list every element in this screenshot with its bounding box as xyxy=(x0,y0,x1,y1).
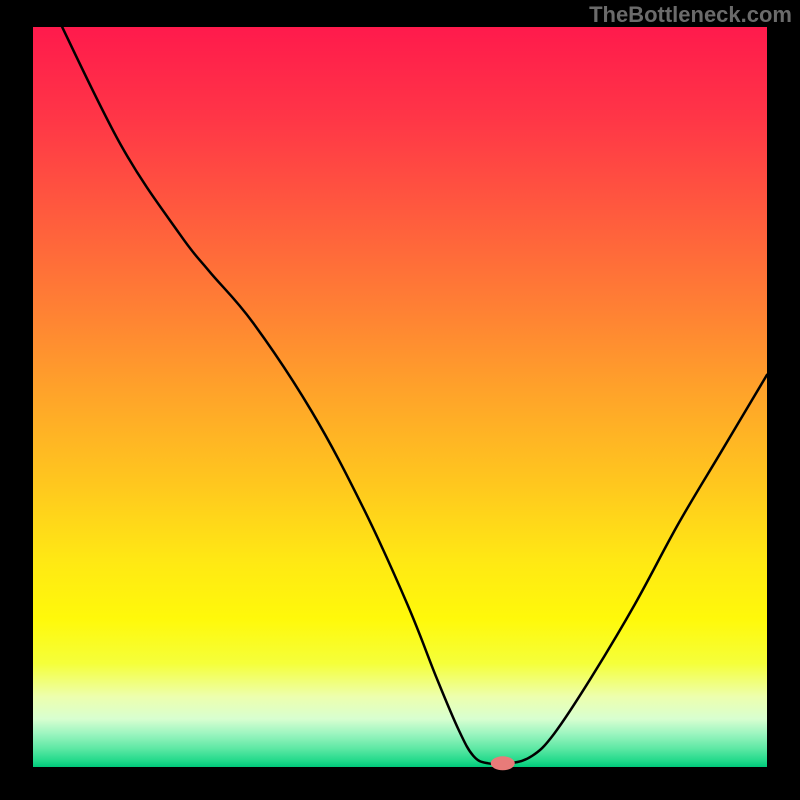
watermark-text: TheBottleneck.com xyxy=(589,2,792,28)
optimum-marker xyxy=(491,756,515,770)
bottleneck-chart-svg xyxy=(0,0,800,800)
chart-stage: TheBottleneck.com xyxy=(0,0,800,800)
plot-area xyxy=(33,27,767,767)
